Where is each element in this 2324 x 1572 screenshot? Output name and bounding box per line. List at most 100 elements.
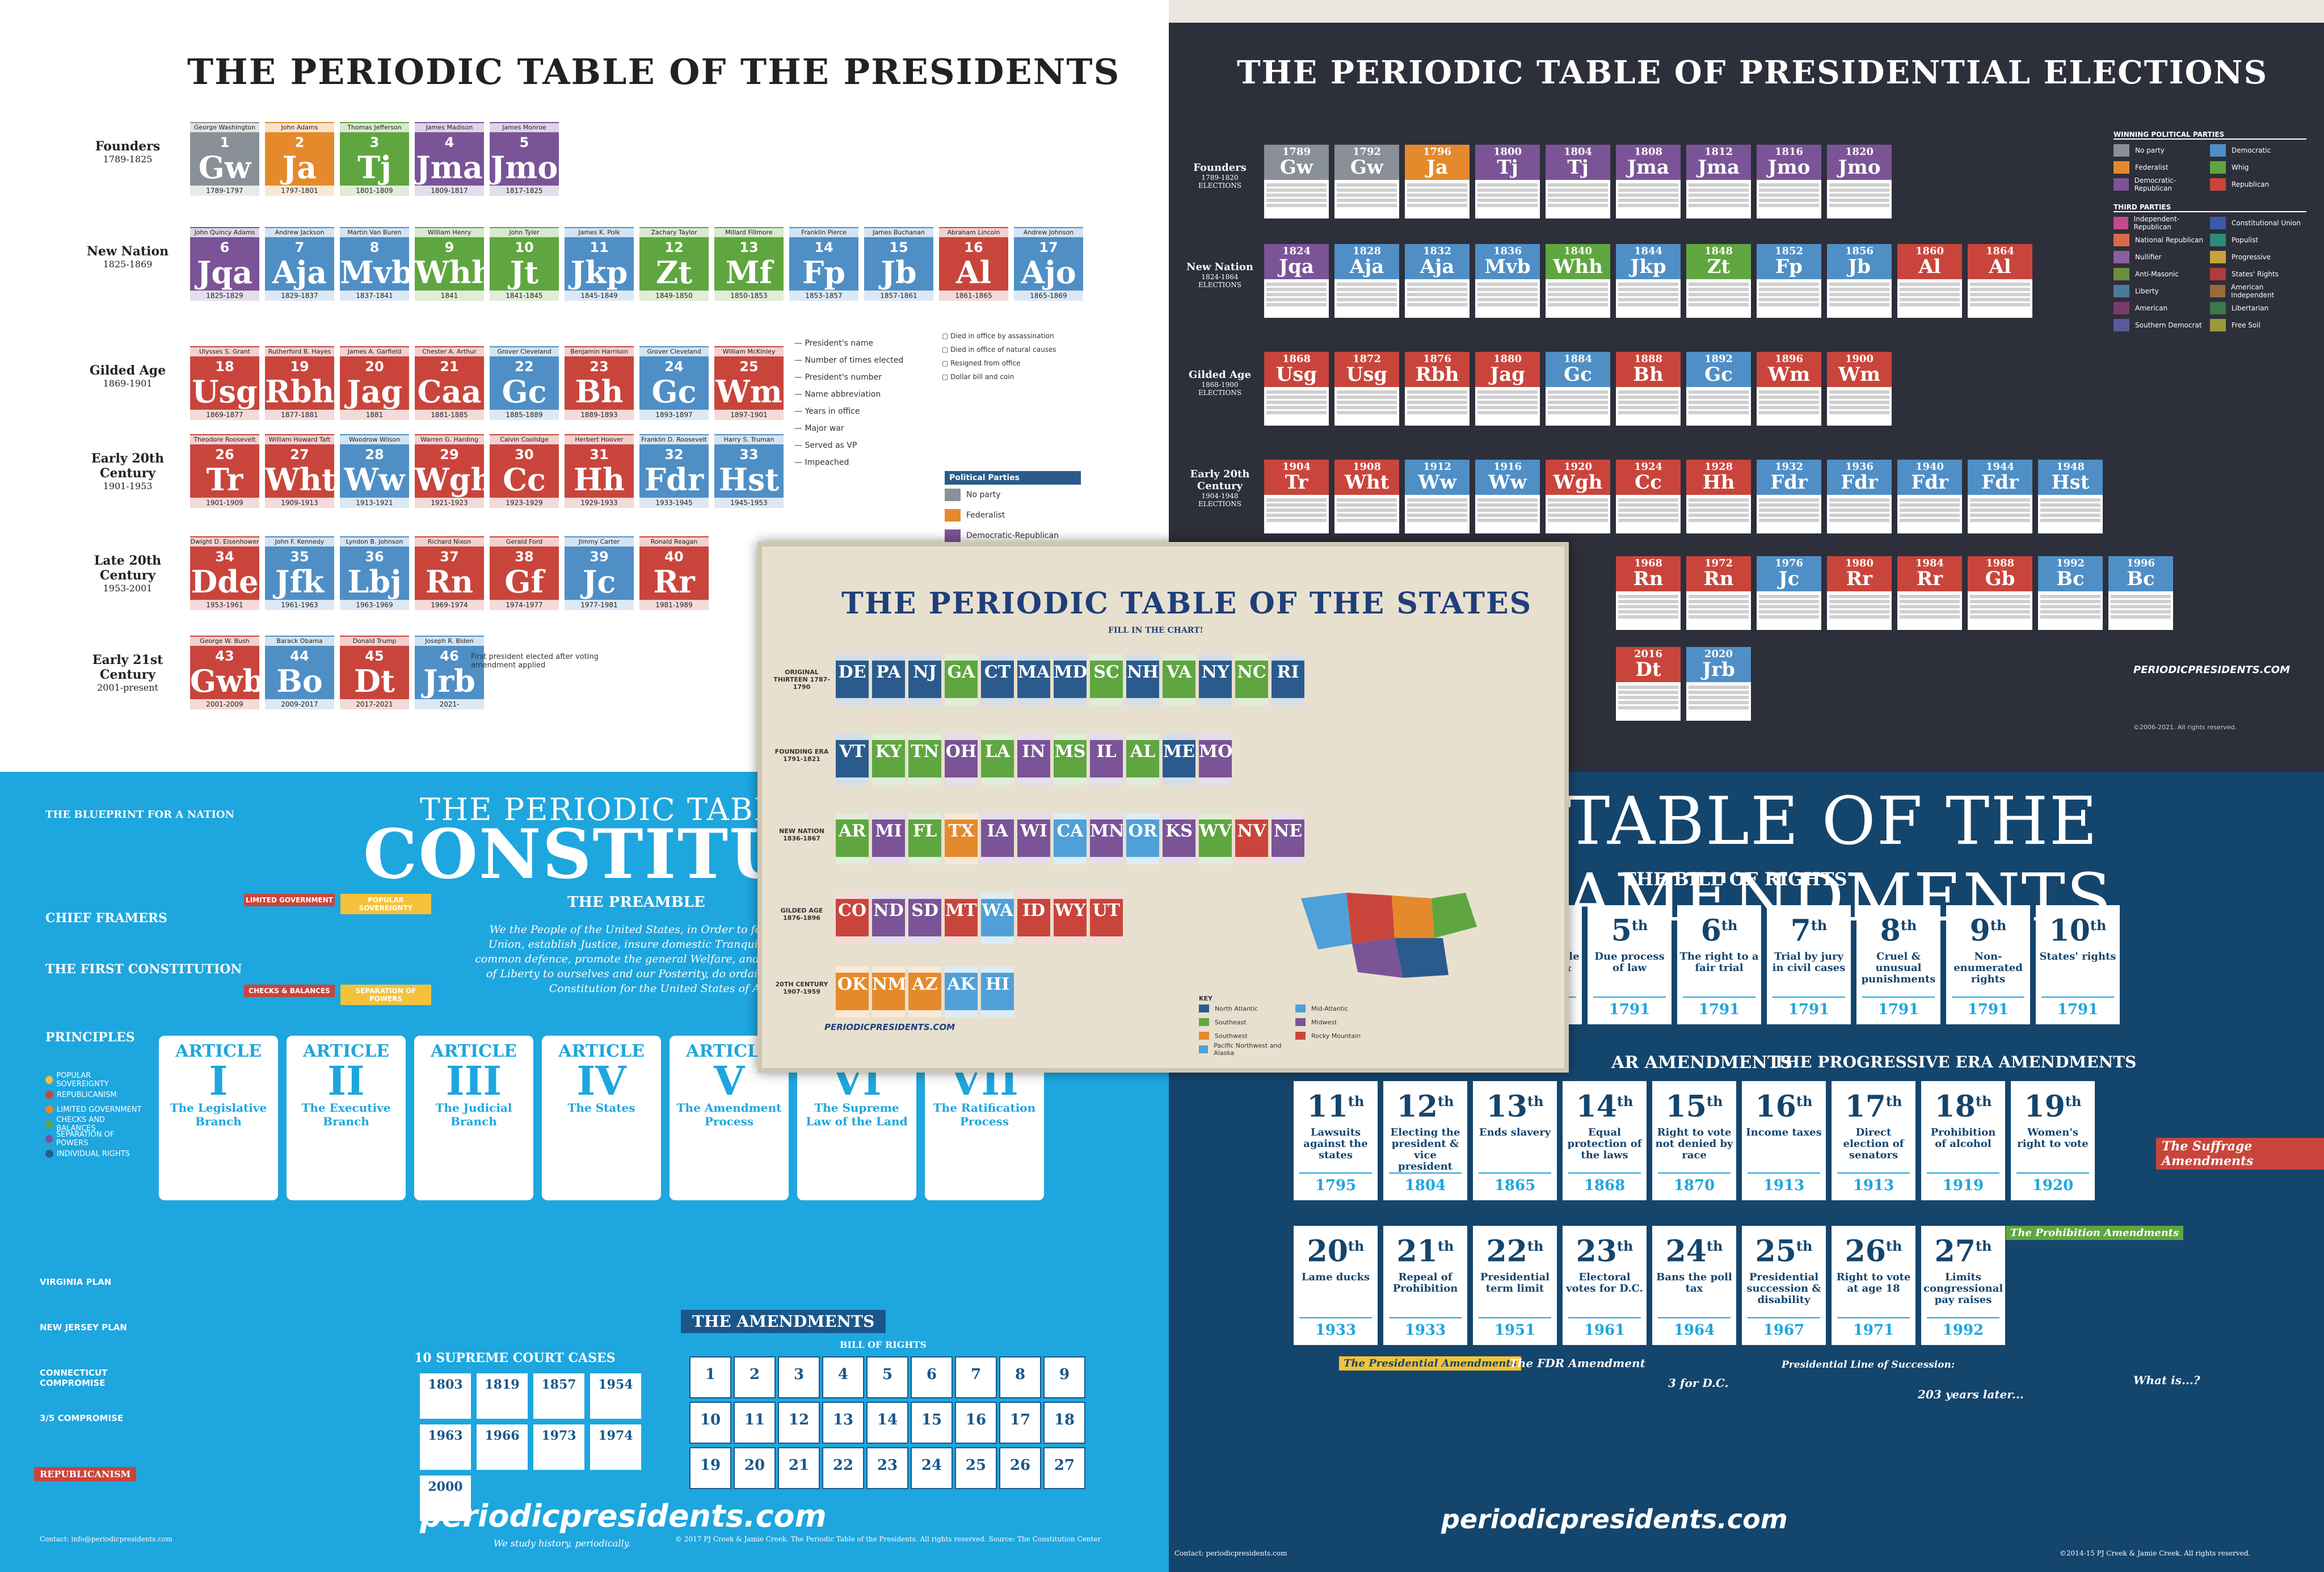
const-amend-number: 2 [749,1366,760,1383]
key2-text: ▢ Resigned from office [942,359,1021,367]
candidate-line [1477,298,1538,301]
president-number: 11 [590,239,609,255]
amend-site: periodicpresidents.com [1441,1504,1788,1535]
plan-label: NEW JERSEY PLAN [40,1322,127,1333]
third-item: Southern Democrat [2114,318,2210,333]
candidate-line [1407,183,1467,187]
candidate-line [1618,396,1678,399]
candidate-line [1759,188,1819,192]
election-tile-head: 1800 Tj [1475,145,1540,180]
framers-label: CHIEF FRAMERS [45,911,167,926]
president-years: 1829-1837 [265,291,334,301]
amendment-card: 19th Women's right to vote 1920 [2011,1081,2095,1200]
third-swatch [2210,234,2226,246]
case-year: 1819 [485,1377,520,1392]
amendment-number: 25th [1742,1226,1826,1272]
president-symbol: Rbh [265,373,334,410]
president-symbol: Rr [653,564,695,600]
what-heading: What is...? [2133,1373,2200,1387]
election-tile-head: 1820 Jmo [1827,145,1892,180]
states-key-name: North Atlantic [1215,1004,1258,1012]
president-years: 1909-1913 [265,498,334,508]
election-tile: 1844 Jkp [1616,244,1681,318]
president-years: 1801-1809 [340,186,409,196]
candidate-line [1689,600,1749,603]
third-swatch [2114,302,2129,314]
article-label: ARTICLE [175,1041,262,1061]
candidate-line [1337,401,1397,404]
election-year: 1932 [1774,461,1804,473]
president-tile: Millard Fillmore 13 Mf 1850-1853 [714,227,784,301]
succ-heading: Presidential Line of Succession: [1782,1359,1955,1371]
election-tile: 1992 Bc [2038,556,2103,630]
president-years: 1977-1981 [565,600,634,610]
row-label-text: New Nation [86,244,169,259]
state-name-line [1126,813,1159,819]
election-tile: 1848 Zt [1686,244,1751,318]
candidate-line [1548,396,1608,399]
candidate-line [1477,288,1538,291]
state-name-line [1017,813,1050,819]
amendment-year: 1967 [1748,1317,1820,1339]
amendment-card: 5th Due process of law 1791 [1588,905,1672,1024]
president-tile: Lyndon B. Johnson 36 Lbj 1963-1969 [340,536,409,610]
candidate-line [1618,691,1678,694]
state-name-line [872,734,905,740]
candidate-line [1759,288,1819,291]
candidate-line [1759,283,1819,286]
state-symbol: FL [912,821,937,841]
candidate-line [1829,610,1889,613]
election-symbol: Jqa [1279,255,1314,278]
election-year: 1988 [1985,557,2015,569]
candidate-line [1337,396,1397,399]
state-tile: NH [1126,654,1159,705]
const-tagline: We study history, periodically. [494,1538,631,1549]
candidate-line [1337,204,1397,207]
row-label-text: Gilded Age [1189,369,1251,381]
principle-item: LIMITED GOVERNMENT [45,1102,142,1117]
candidate-line [1689,390,1749,394]
election-candidates [1968,591,2032,622]
president-tile: Martin Van Buren 8 Mvb 1837-1841 [340,227,413,301]
election-tile-head: 1792 Gw [1334,145,1399,180]
election-tile-head: 1976 Jc [1757,556,1821,591]
election-candidates [1757,495,1821,526]
candidate-line [1689,199,1749,202]
candidate-line [2111,610,2171,613]
election-year: 1904 [1282,461,1311,473]
state-name-line [872,654,905,661]
election-tile: 1836 Mvb [1475,244,1540,318]
candidate-line [1900,293,1960,296]
const-amend-number: 13 [832,1411,854,1428]
party-name: Democratic-Republican [966,531,1059,540]
states-key-swatch [1295,1018,1306,1026]
president-symbol: Jb [881,254,917,291]
election-candidates [2038,591,2103,622]
court-label: 10 SUPREME COURT CASES [414,1351,616,1365]
election-tile: 1996 Bc [2108,556,2173,630]
candidate-line [1759,514,1819,517]
election-symbol: Whh [1553,255,1603,278]
case-tile: 2000 [420,1476,471,1521]
election-symbol: Rr [1846,568,1873,590]
state-tile: VT [836,734,869,785]
candidate-line [1548,199,1608,202]
state-tile: SD [908,893,941,944]
presidents-parties: Political Parties No party Federalist Demo… [945,471,1081,566]
key-text: — Name abbreviation [794,390,881,399]
president-number: 20 [365,359,384,375]
president-years: 1825-1829 [190,291,259,301]
states-key-swatch [1199,1045,1209,1053]
state-symbol: GA [947,662,975,682]
president-number: 34 [215,549,234,565]
state-name-line [1090,734,1123,740]
state-tile: ND [872,893,905,944]
candidate-line [1759,401,1819,404]
amendment-year: 1870 [1658,1172,1731,1194]
state-year-line [1235,698,1268,705]
const-amend-tile: 19 [689,1447,731,1489]
election-symbol: Dt [1635,658,1661,681]
amendment-number-value: 24 [1665,1234,1707,1269]
election-symbol: Hst [2051,471,2090,494]
president-tile: Herbert Hoover 31 Hh 1929-1933 [565,434,634,508]
